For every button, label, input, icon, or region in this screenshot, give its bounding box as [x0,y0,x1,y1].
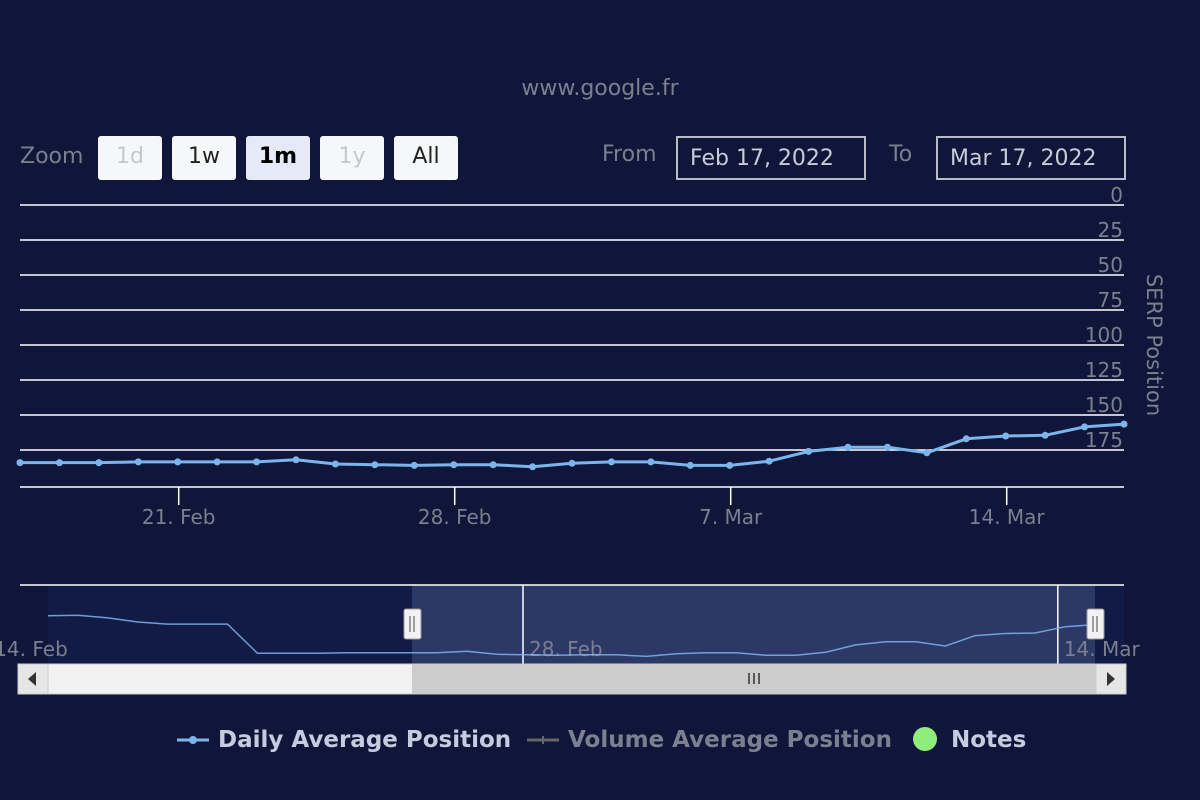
chevron-right-icon [1107,672,1115,686]
data-point [923,449,931,457]
chevron-left-icon [28,672,36,686]
data-point [55,459,63,467]
y-axis-title: SERP Position [1142,274,1166,416]
navigator-right-handle[interactable] [1086,608,1105,640]
zoom-1y-button[interactable]: 1y [320,136,384,180]
scrollbar-track[interactable] [17,663,1127,695]
chart-subtitle: www.google.fr [521,76,679,101]
y-tick-label: 75 [1098,288,1123,312]
data-point [726,461,734,469]
data-point [213,458,221,466]
data-point [647,458,655,466]
navigator-background [48,585,1124,664]
navigator[interactable]: 14. Feb 28. Feb 14. Mar [0,584,1140,664]
navigator-series-line [47,614,1096,658]
legend-label: Volume Average Position [568,727,892,753]
zoom-all-button[interactable]: All [394,136,458,180]
line-plus-icon [527,736,559,744]
zoom-1m-button[interactable]: 1m [246,136,310,180]
data-point [1081,423,1089,431]
data-point [844,443,852,451]
data-point [410,461,418,469]
from-date-input[interactable] [676,136,866,180]
navigator-x-ticks: 14. Feb 28. Feb 14. Mar [0,585,1140,664]
scrollbar-right-button[interactable] [1095,663,1127,695]
data-point [1002,432,1010,440]
legend: Daily Average Position Volume Average Po… [0,724,1200,756]
navigator-tick-label: 14. Mar [1064,637,1141,661]
y-axis-ticks: 0 25 50 75 100 125 150 175 [1085,183,1123,452]
y-tick-label: 0 [1110,183,1123,207]
legend-label: Notes [951,727,1027,753]
scrollbar[interactable] [17,663,1127,695]
to-label: To [889,142,913,167]
x-tick-label: 28. Feb [418,505,492,529]
data-point [883,443,891,451]
data-point [16,459,24,467]
y-tick-label: 25 [1098,218,1123,242]
navigator-tick-label: 14. Feb [0,637,68,661]
data-point [765,457,773,465]
navigator-tick-label: 28. Feb [529,637,603,661]
to-date-input[interactable] [936,136,1126,180]
y-tick-label: 175 [1085,428,1123,452]
data-point [686,461,694,469]
data-point [529,463,537,471]
y-tick-label: 150 [1085,393,1123,417]
x-tick-label: 14. Mar [969,505,1046,529]
circle-marker-icon [913,727,937,751]
x-axis-ticks: 21. Feb 28. Feb 7. Mar 14. Mar [142,487,1046,529]
zoom-1d-button[interactable]: 1d [98,136,162,180]
scrollbar-thumb[interactable] [412,664,1096,694]
data-point [371,461,379,469]
zoom-1w-button[interactable]: 1w [172,136,236,180]
data-point [95,459,103,467]
data-point [292,456,300,464]
data-point [489,461,497,469]
series-daily-average-position [16,420,1128,471]
y-gridlines [20,204,1124,451]
data-point [1041,431,1049,439]
y-tick-label: 100 [1085,323,1123,347]
y-tick-label: 125 [1085,358,1123,382]
data-point [962,435,970,443]
data-point [253,458,261,466]
data-point [134,458,142,466]
data-point [805,447,813,455]
line-marker-icon [177,736,209,744]
data-point [607,458,615,466]
data-point [1120,420,1128,428]
x-tick-label: 7. Mar [699,505,763,529]
navigator-selected-range[interactable] [412,585,1095,664]
from-label: From [602,142,657,167]
data-point [174,458,182,466]
series-line [20,422,1125,469]
scrollbar-left-button[interactable] [17,663,49,695]
data-point [450,461,458,469]
x-tick-label: 21. Feb [142,505,216,529]
zoom-label: Zoom [20,144,84,169]
legend-label: Daily Average Position [218,727,512,753]
y-tick-label: 50 [1098,253,1123,277]
data-point [568,459,576,467]
navigator-left-handle[interactable] [403,608,422,640]
data-point [331,460,339,468]
